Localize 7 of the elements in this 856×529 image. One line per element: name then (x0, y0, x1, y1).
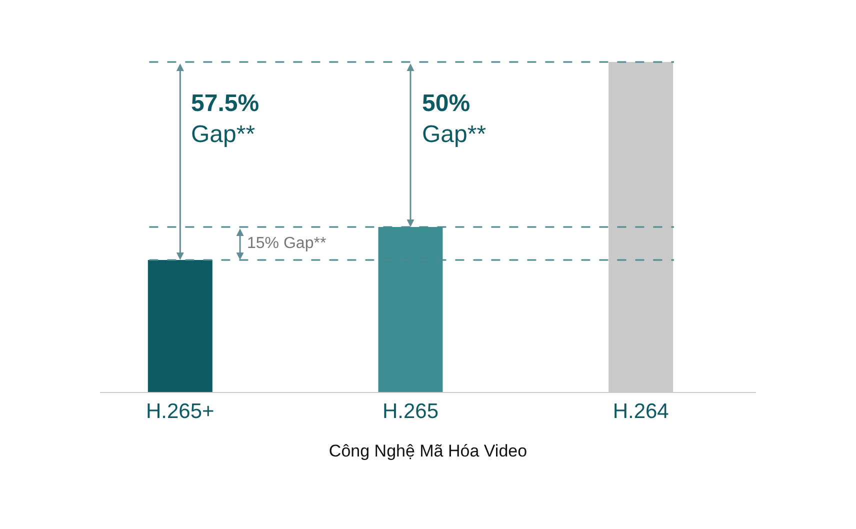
annotation: 50% Gap** (422, 90, 486, 148)
x-tick-label: H.264 (612, 400, 670, 424)
x-axis-title: Công Nghệ Mã Hóa Video (328, 442, 528, 461)
x-tick-label: H.265 (382, 400, 439, 424)
x-tick-label: H.265+ (146, 400, 214, 424)
annotation: 57.5% Gap** (191, 90, 260, 148)
annotation: 15% Gap** (247, 235, 326, 252)
